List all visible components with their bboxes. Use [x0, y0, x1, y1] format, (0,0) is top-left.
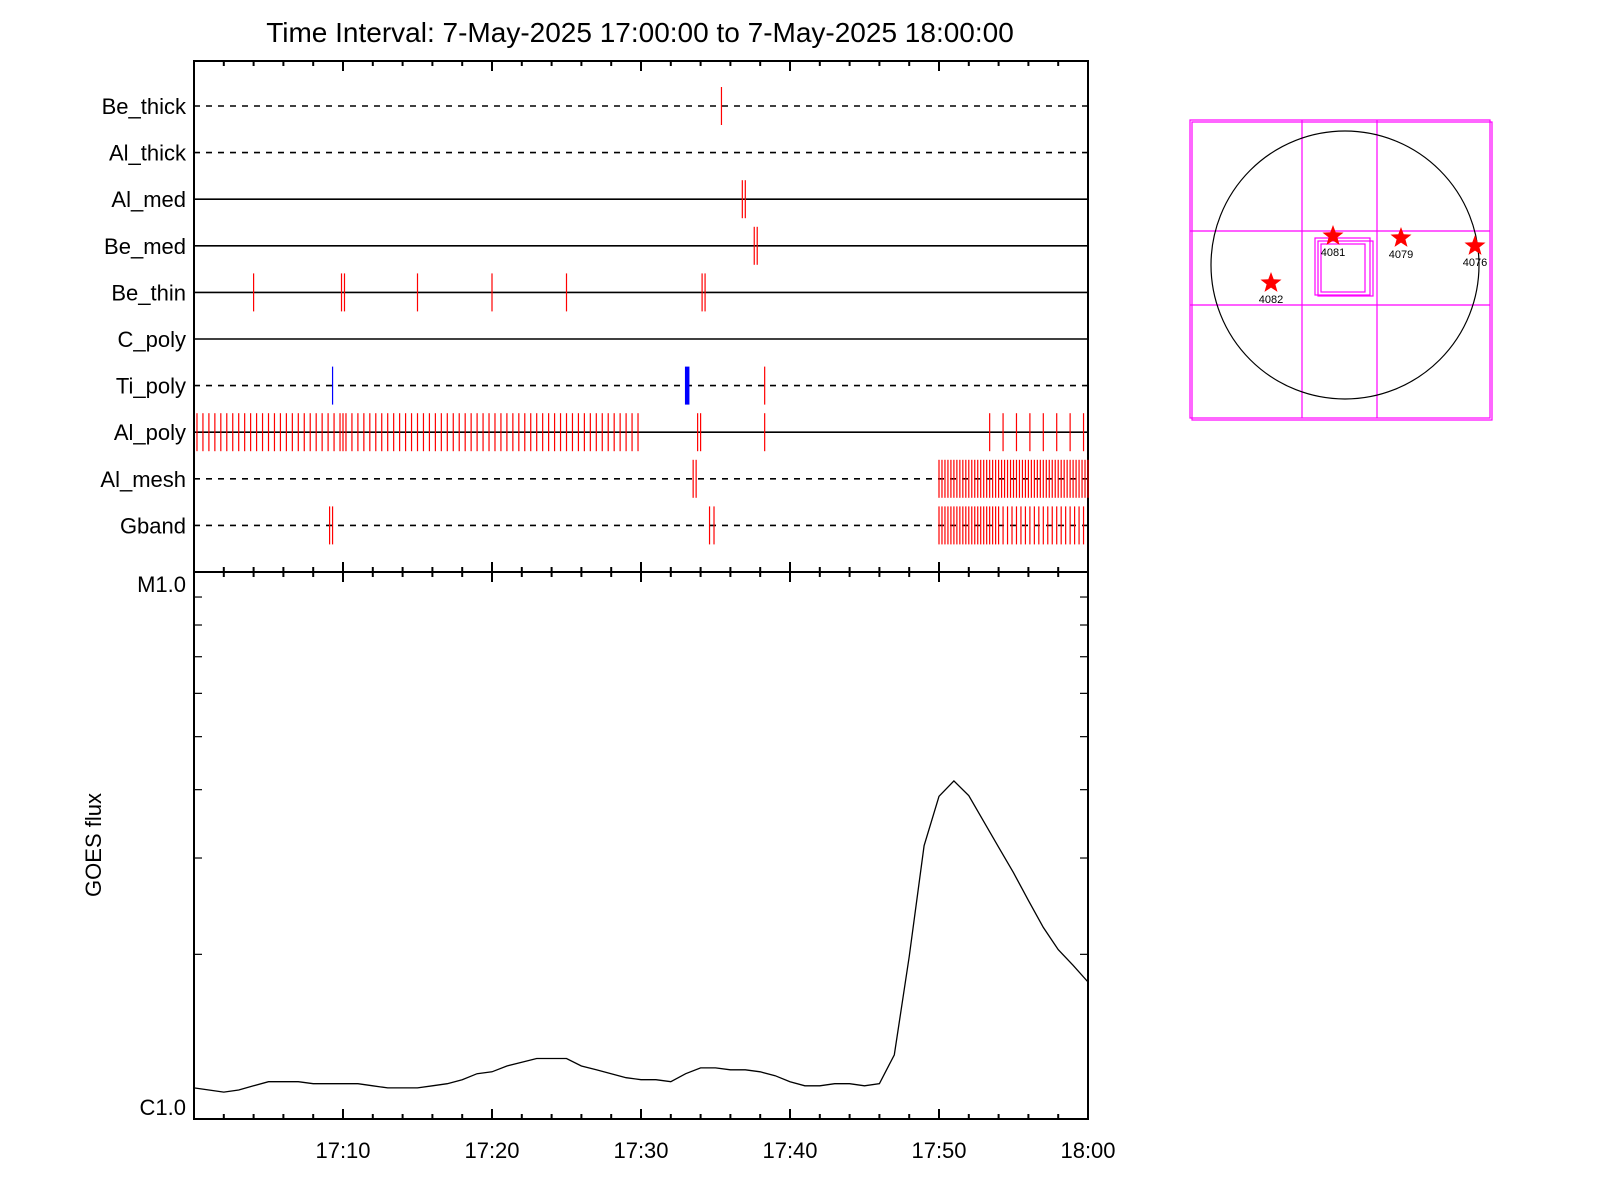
- solar-disk: [1210, 130, 1480, 400]
- chart-title: Time Interval: 7-May-2025 17:00:00 to 7-…: [266, 17, 1014, 48]
- active-region-star: [1260, 272, 1282, 292]
- filter-label: Al_poly: [114, 420, 186, 445]
- goes-flux-line: [193, 779, 1089, 1093]
- active-region-label: 4079: [1389, 249, 1413, 261]
- map-outer-box: [1189, 119, 1491, 419]
- map-fov-box: [1320, 243, 1366, 293]
- goes-y-axis-label: GOES flux: [81, 793, 106, 897]
- filter-label: Al_thick: [109, 141, 187, 166]
- goes-panel-frame: [193, 571, 1089, 1120]
- filter-label: Be_thick: [102, 94, 187, 119]
- filter-label: Be_med: [104, 234, 186, 259]
- filter-label: Gband: [120, 513, 186, 538]
- goes-flux-panel: GOES flux M1.0 C1.0 17:10 17:20 17:30 17:40…: [81, 571, 1116, 1163]
- active-region-star: [1322, 225, 1344, 245]
- sun-map: 4081 4079 4076 4082: [1189, 119, 1493, 421]
- filter-label: C_poly: [118, 327, 186, 352]
- map-fov-box: [1314, 237, 1371, 296]
- active-region-star: [1390, 227, 1412, 247]
- active-region-label: 4082: [1259, 294, 1283, 306]
- event-panel-ticks: [193, 61, 1089, 572]
- x-tick-label: 17:50: [911, 1138, 966, 1163]
- x-tick-label: 17:10: [315, 1138, 370, 1163]
- event-markers: [196, 87, 1089, 545]
- goes-panel-ticks: [193, 572, 1089, 1119]
- active-region-label: 4076: [1463, 257, 1487, 269]
- map-outer-box-2: [1191, 121, 1493, 421]
- filter-label: Al_med: [111, 187, 186, 212]
- y-tick-label-m1: M1.0: [137, 572, 186, 597]
- active-region-label: 4081: [1321, 247, 1345, 259]
- filter-label: Al_mesh: [100, 467, 186, 492]
- filter-label: Ti_poly: [116, 374, 186, 399]
- x-tick-label: 17:20: [464, 1138, 519, 1163]
- x-tick-label: 18:00: [1060, 1138, 1115, 1163]
- active-regions: 4081 4079 4076 4082: [1259, 225, 1487, 306]
- x-tick-labels: 17:10 17:20 17:30 17:40 17:50 18:00: [315, 1138, 1115, 1163]
- y-tick-label-c1: C1.0: [140, 1095, 186, 1120]
- x-tick-label: 17:40: [762, 1138, 817, 1163]
- x-tick-label: 17:30: [613, 1138, 668, 1163]
- filter-event-panel: Be_thick Al_thick Al_med Be_med Be_thin C_pol…: [100, 60, 1089, 573]
- map-fov-box: [1317, 240, 1374, 297]
- filter-rows: Be_thick Al_thick Al_med Be_med Be_thin C_pol…: [100, 94, 1088, 538]
- active-region-star: [1464, 235, 1486, 255]
- filter-label: Be_thin: [111, 280, 186, 305]
